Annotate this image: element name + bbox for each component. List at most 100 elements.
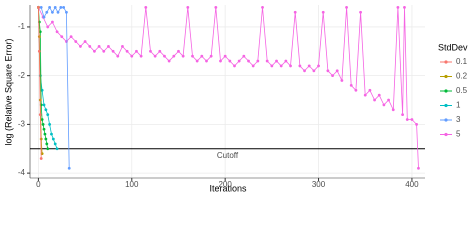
- data-point: [326, 69, 330, 73]
- series-line: [38, 7, 42, 159]
- data-point: [247, 59, 250, 63]
- data-point: [307, 64, 311, 68]
- legend-label: 5: [456, 130, 461, 139]
- data-point: [41, 122, 45, 126]
- data-point: [405, 118, 409, 121]
- legend-label: 0.2: [456, 72, 468, 81]
- data-point: [354, 88, 358, 92]
- data-point: [37, 6, 40, 9]
- data-point: [205, 59, 208, 63]
- data-point: [256, 59, 260, 63]
- data-point: [88, 45, 92, 48]
- data-point: [102, 49, 106, 53]
- data-point: [219, 59, 222, 63]
- legend-point: [444, 60, 448, 64]
- data-point: [312, 69, 316, 73]
- data-point: [214, 6, 218, 9]
- data-point: [40, 88, 44, 92]
- data-point: [410, 118, 414, 121]
- data-point: [223, 54, 227, 58]
- x-tick-label: 400: [405, 180, 419, 189]
- data-point: [289, 64, 292, 68]
- data-point: [191, 54, 194, 58]
- data-point: [59, 6, 63, 9]
- data-point: [340, 79, 344, 82]
- legend-point: [444, 74, 448, 79]
- data-point: [228, 59, 232, 63]
- data-point: [139, 54, 143, 58]
- data-point: [40, 118, 44, 121]
- data-point: [111, 49, 115, 53]
- data-point: [37, 49, 41, 53]
- data-point: [363, 93, 367, 97]
- data-point: [65, 40, 68, 43]
- legend-label: 1: [456, 101, 461, 110]
- data-point: [251, 64, 255, 68]
- data-point: [60, 35, 64, 39]
- data-point: [237, 59, 241, 63]
- data-point: [56, 10, 60, 14]
- data-point: [39, 6, 43, 9]
- data-point: [107, 45, 110, 48]
- data-point: [391, 108, 395, 112]
- data-point: [116, 54, 120, 58]
- data-point: [42, 15, 46, 19]
- data-point: [373, 98, 376, 102]
- data-point: [270, 64, 274, 68]
- data-point: [69, 35, 73, 39]
- legend-label: 0.5: [456, 86, 468, 95]
- y-tick-label: -1: [18, 22, 26, 31]
- data-point: [79, 45, 82, 48]
- data-point: [74, 40, 78, 43]
- cutoff-label: Cutoff: [217, 151, 239, 160]
- x-tick-label: 200: [218, 180, 232, 189]
- data-point: [163, 54, 166, 58]
- data-point: [279, 64, 283, 68]
- legend-point: [444, 132, 448, 137]
- data-point: [284, 59, 288, 63]
- data-point: [359, 10, 362, 14]
- data-point: [44, 108, 48, 112]
- x-tick-label: 300: [312, 180, 326, 189]
- data-point: [331, 74, 334, 78]
- data-point: [401, 113, 404, 117]
- chart: Iterations log (Relative Square Error) S…: [3, 5, 468, 193]
- data-point: [377, 93, 381, 97]
- data-point: [125, 49, 129, 53]
- legend-point: [444, 118, 448, 122]
- data-point: [317, 64, 320, 68]
- data-point: [44, 137, 48, 141]
- data-point: [65, 10, 68, 14]
- data-point: [46, 25, 50, 29]
- data-point: [43, 132, 47, 136]
- data-point: [38, 113, 42, 117]
- data-point: [67, 166, 71, 170]
- data-point: [415, 122, 418, 126]
- x-tick-label: 100: [125, 180, 139, 189]
- data-point: [209, 54, 213, 58]
- data-point: [303, 69, 306, 73]
- data-point: [51, 10, 54, 14]
- data-point: [265, 59, 269, 63]
- y-tick-label: -3: [18, 120, 26, 129]
- data-point: [181, 54, 185, 58]
- data-point: [48, 6, 52, 9]
- data-point: [153, 54, 157, 58]
- data-point: [45, 142, 49, 146]
- x-tick-label: 0: [36, 180, 41, 189]
- data-point: [335, 69, 339, 73]
- data-point: [261, 6, 264, 9]
- data-point: [53, 6, 57, 9]
- data-point: [321, 10, 325, 14]
- data-point: [144, 6, 148, 9]
- data-point: [135, 49, 138, 53]
- data-point: [233, 64, 236, 68]
- y-tick-label: -2: [18, 71, 26, 80]
- data-point: [345, 6, 348, 9]
- x-axis-title: Iterations: [209, 183, 247, 193]
- data-point: [172, 54, 176, 58]
- data-point: [158, 49, 162, 53]
- data-point: [83, 40, 87, 43]
- data-point: [387, 98, 390, 102]
- data-point: [242, 54, 246, 58]
